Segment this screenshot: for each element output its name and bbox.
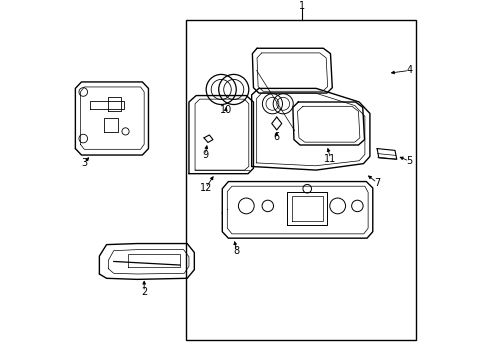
Text: 9: 9 (202, 150, 208, 160)
Text: 7: 7 (373, 177, 380, 188)
Text: 5: 5 (406, 156, 411, 166)
Text: 10: 10 (219, 105, 231, 115)
Text: 1: 1 (298, 1, 305, 11)
Text: 3: 3 (81, 158, 87, 168)
Text: 12: 12 (199, 183, 212, 193)
Text: 11: 11 (324, 154, 336, 164)
Text: 2: 2 (141, 287, 147, 297)
Text: 4: 4 (406, 66, 411, 76)
Bar (186, 19, 416, 340)
Text: 8: 8 (233, 246, 239, 256)
Text: 6: 6 (273, 132, 279, 142)
